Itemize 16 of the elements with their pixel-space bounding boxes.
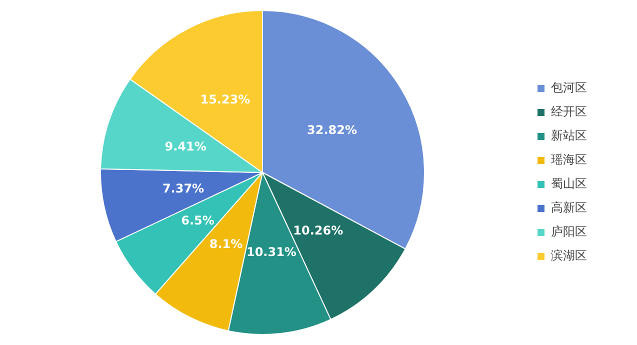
legend-label: 经开区 — [551, 104, 587, 119]
legend-label: 滨湖区 — [551, 248, 587, 263]
legend-label: 高新区 — [551, 200, 587, 215]
data-label: 6.5% — [181, 213, 214, 228]
legend-label: 庐阳区 — [551, 224, 587, 239]
data-label: 32.82% — [306, 123, 357, 137]
data-label: 7.37% — [162, 181, 204, 196]
data-label: 9.41% — [164, 139, 206, 154]
data-label: 10.26% — [293, 223, 344, 238]
data-label: 15.23% — [200, 92, 250, 107]
data-label: 8.1% — [209, 236, 243, 251]
data-label: 10.31% — [246, 245, 296, 260]
legend-label: 新站区 — [551, 128, 587, 143]
legend-label: 包河区 — [551, 80, 587, 95]
legend-label: 蜀山区 — [551, 176, 587, 191]
legend-label: 瑶海区 — [551, 152, 587, 167]
